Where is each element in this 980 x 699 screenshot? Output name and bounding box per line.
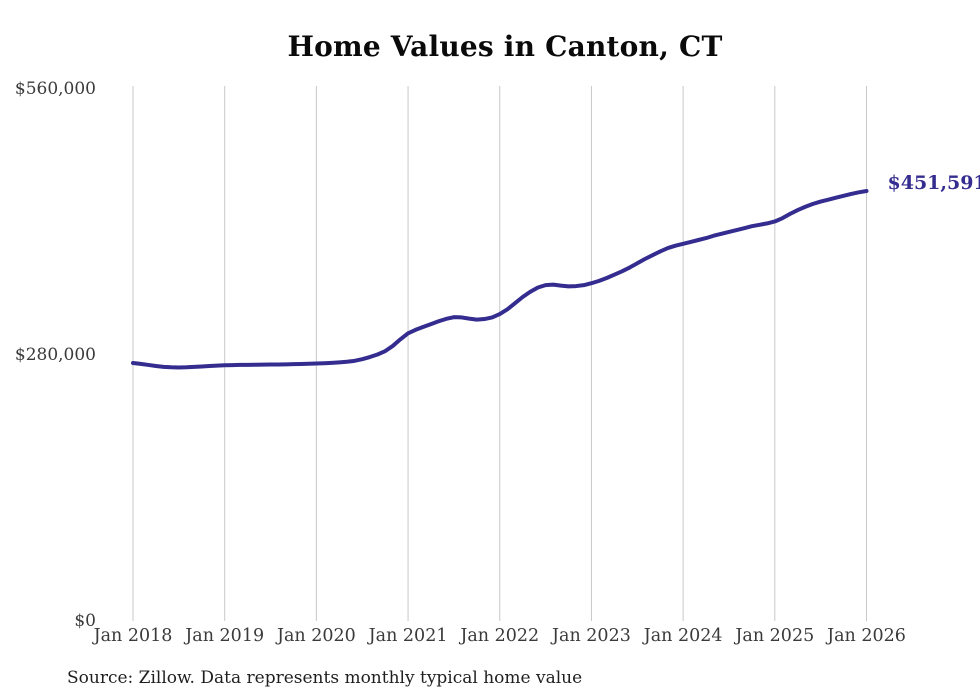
- x-axis-tick-label: Jan 2024: [642, 626, 723, 646]
- home-value-series-line: [131, 188, 869, 370]
- x-axis-tick-label: Jan 2019: [183, 626, 264, 646]
- x-axis-tick-label: Jan 2022: [458, 626, 539, 646]
- x-axis-tick-label: Jan 2026: [825, 626, 906, 646]
- x-axis-tick-label: Jan 2021: [367, 626, 448, 646]
- chart-title: Home Values in Canton, CT: [287, 30, 723, 63]
- y-axis-tick-label: $0: [74, 611, 96, 631]
- y-axis-tick-label: $280,000: [15, 345, 96, 365]
- source-note: Source: Zillow. Data represents monthly …: [67, 668, 583, 688]
- x-axis-tick-label: Jan 2018: [92, 626, 173, 646]
- home-values-line-chart: Jan 2018 Jan 2019 Jan 2020 Jan 2021 Jan 2022…: [15, 79, 980, 646]
- x-axis-tick-label: Jan 2025: [733, 626, 814, 646]
- x-axis-tick-label: Jan 2020: [275, 626, 356, 646]
- latest-value-label: $451,591: [888, 172, 980, 194]
- y-axis-tick-label: $560,000: [15, 79, 96, 99]
- x-axis-tick-label: Jan 2023: [550, 626, 631, 646]
